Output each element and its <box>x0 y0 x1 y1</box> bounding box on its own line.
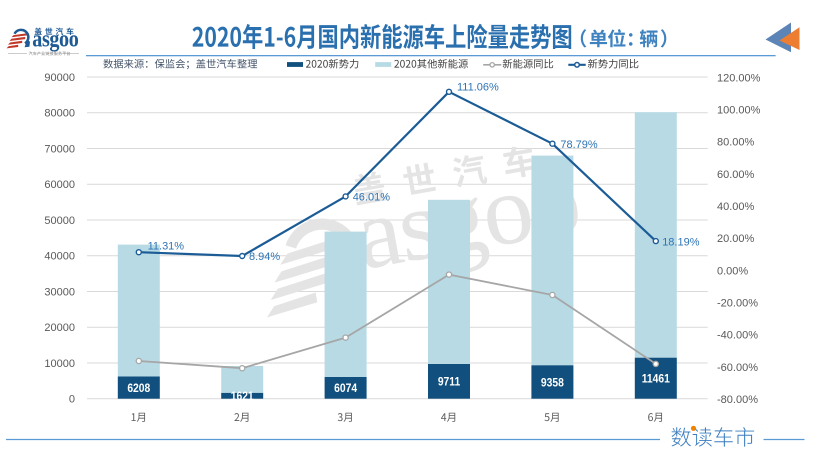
svg-text:50000: 50000 <box>44 215 75 227</box>
svg-text:60000: 60000 <box>44 179 75 191</box>
svg-text:90000: 90000 <box>44 72 75 84</box>
svg-text:46.01%: 46.01% <box>353 192 391 204</box>
svg-text:0: 0 <box>69 394 75 406</box>
svg-text:11461: 11461 <box>642 373 670 386</box>
svg-text:40.00%: 40.00% <box>717 201 755 213</box>
svg-text:10000: 10000 <box>44 358 75 370</box>
svg-text:30000: 30000 <box>44 286 75 298</box>
svg-text:111.06%: 111.06% <box>457 82 499 94</box>
svg-text:-60.00%: -60.00% <box>717 362 758 374</box>
svg-text:60.00%: 60.00% <box>717 169 755 181</box>
svg-text:0.00%: 0.00% <box>717 265 748 277</box>
svg-text:70000: 70000 <box>44 143 75 155</box>
svg-text:120.00%: 120.00% <box>717 72 761 84</box>
svg-text:1621: 1621 <box>231 390 254 403</box>
svg-text:-40.00%: -40.00% <box>717 330 758 342</box>
svg-text:80000: 80000 <box>44 108 75 120</box>
svg-text:100.00%: 100.00% <box>717 104 761 116</box>
svg-text:20000: 20000 <box>44 322 75 334</box>
svg-text:9711: 9711 <box>438 376 460 389</box>
svg-text:-20.00%: -20.00% <box>717 298 758 310</box>
svg-text:8.94%: 8.94% <box>249 251 280 263</box>
svg-text:11.31%: 11.31% <box>148 240 185 252</box>
svg-text:6208: 6208 <box>127 382 150 395</box>
svg-text:78.79%: 78.79% <box>560 139 598 151</box>
svg-text:-80.00%: -80.00% <box>717 394 758 406</box>
svg-text:9358: 9358 <box>541 377 564 390</box>
svg-text:6074: 6074 <box>334 382 358 395</box>
svg-text:80.00%: 80.00% <box>717 137 755 149</box>
svg-text:40000: 40000 <box>44 251 75 263</box>
svg-text:20.00%: 20.00% <box>717 233 755 245</box>
svg-text:18.19%: 18.19% <box>662 237 700 249</box>
